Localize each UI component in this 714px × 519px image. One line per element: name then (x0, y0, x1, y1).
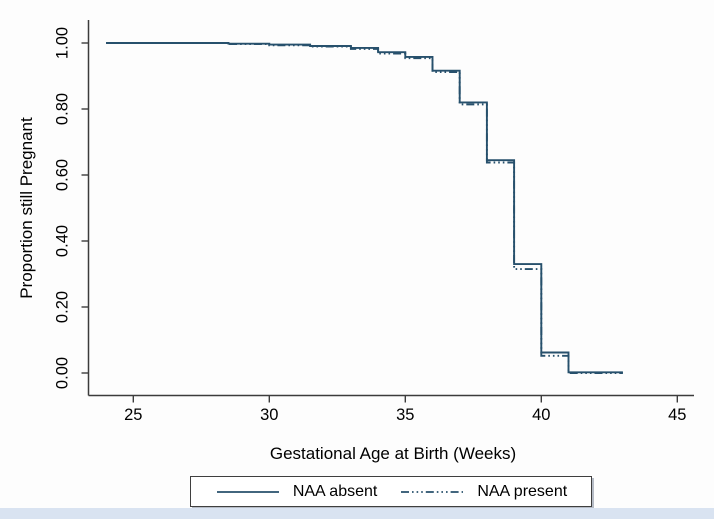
x-tick-label: 45 (668, 405, 687, 424)
legend-label-naa-absent: NAA absent (292, 482, 378, 500)
legend-entry-naa-present: NAA present (399, 483, 567, 501)
x-tick-label: 40 (532, 405, 551, 424)
dash-dot-line-icon (401, 490, 464, 493)
x-tick-label: 30 (260, 405, 279, 424)
legend-entry-naa-absent: NAA absent (215, 482, 378, 501)
y-axis-title: Proportion still Pregnant (17, 117, 36, 299)
y-tick-label: 1.00 (53, 26, 72, 60)
y-tick-label: 0.20 (53, 290, 72, 324)
window-bottom-strip (0, 508, 714, 519)
y-tick-label: 0.80 (53, 92, 72, 126)
curve-naa-present (106, 42, 623, 374)
x-tick-label: 25 (124, 405, 143, 424)
y-tick-label: 0.40 (53, 224, 72, 258)
x-tick-label: 35 (396, 405, 415, 424)
solid-line-icon (216, 490, 279, 493)
x-axis-title: Gestational Age at Birth (Weeks) (269, 444, 517, 463)
curve-naa-absent (106, 42, 623, 374)
legend-box: NAA absent NAA present (190, 476, 592, 507)
y-tick-label: 0.60 (53, 158, 72, 192)
legend-label-naa-present: NAA present (477, 482, 568, 500)
y-tick-label: 0.00 (53, 356, 72, 390)
